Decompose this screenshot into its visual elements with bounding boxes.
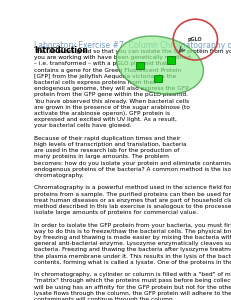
Text: Laboratory Exercise #7: Column Chromatography of GFP proteins: Laboratory Exercise #7: Column Chromatog… [34,41,231,50]
Bar [154,75,161,82]
Bar [167,56,175,64]
Text: Introduction: Introduction [34,46,88,55]
Ellipse shape [116,36,204,94]
Bar [136,61,144,69]
Text: The lab is designed so that you can isolate the GFP protein from your bacterial : The lab is designed so that you can isol… [34,49,231,300]
Text: pGLO: pGLO [188,37,203,42]
